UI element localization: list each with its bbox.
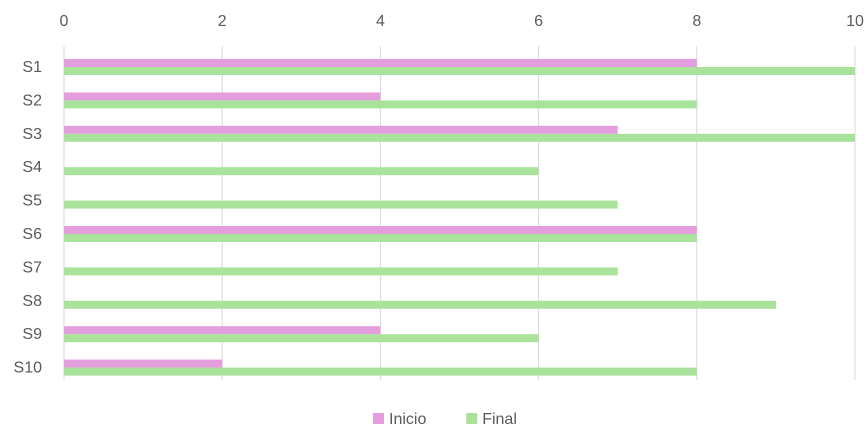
category-label: S8 bbox=[22, 293, 42, 310]
bar-final-s9 bbox=[64, 334, 539, 343]
x-tick-label: 0 bbox=[60, 13, 69, 30]
x-axis-ticks: 0 2 4 6 8 10 bbox=[60, 13, 864, 30]
category-label: S4 bbox=[22, 159, 42, 176]
category-label: S5 bbox=[22, 193, 42, 210]
bar-final-s2 bbox=[64, 100, 697, 109]
bar-final-s10 bbox=[64, 367, 697, 376]
bar-inicio-s3 bbox=[64, 125, 618, 134]
bars bbox=[64, 59, 855, 376]
bar-final-s6 bbox=[64, 234, 697, 242]
x-tick-label: 10 bbox=[846, 13, 864, 30]
category-label: S3 bbox=[22, 126, 42, 143]
x-tick-label: 2 bbox=[218, 13, 227, 30]
bar-inicio-s10 bbox=[64, 359, 223, 368]
bar-inicio-s1 bbox=[64, 59, 697, 67]
category-label: S6 bbox=[22, 226, 42, 243]
bar-final-s4 bbox=[64, 167, 539, 176]
legend-swatch-inicio bbox=[373, 413, 384, 424]
legend-swatch-final bbox=[466, 413, 478, 424]
category-label: S1 bbox=[22, 59, 42, 76]
bar-final-s5 bbox=[64, 200, 618, 209]
category-label: S2 bbox=[22, 92, 42, 109]
bar-final-s7 bbox=[64, 267, 618, 276]
bar-inicio-s9 bbox=[64, 326, 381, 335]
category-label: S10 bbox=[14, 360, 43, 377]
bar-inicio-s6 bbox=[64, 226, 697, 234]
category-axis: S1 S2 S3 S4 S5 S6 S7 S8 S9 S10 bbox=[14, 59, 43, 377]
x-tick-label: 4 bbox=[376, 13, 385, 30]
x-tick-label: 6 bbox=[534, 13, 543, 30]
bar-final-s8 bbox=[64, 300, 776, 309]
legend: Inicio Final bbox=[373, 411, 517, 428]
category-label: S9 bbox=[22, 326, 42, 343]
x-tick-label: 8 bbox=[692, 13, 701, 30]
bar-final-s1 bbox=[64, 67, 855, 75]
bar-final-s3 bbox=[64, 133, 855, 142]
legend-label-final: Final bbox=[482, 411, 517, 428]
category-label: S7 bbox=[22, 259, 42, 276]
legend-label-inicio: Inicio bbox=[389, 411, 426, 428]
bar-inicio-s2 bbox=[64, 92, 381, 101]
